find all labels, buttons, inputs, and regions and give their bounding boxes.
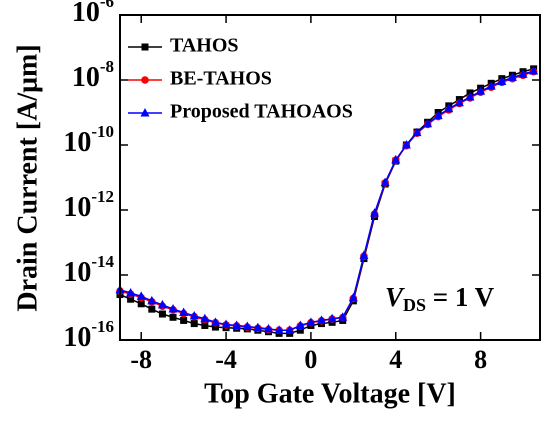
legend-marker bbox=[141, 76, 149, 84]
data-point bbox=[507, 72, 517, 81]
data-point bbox=[327, 313, 337, 323]
data-point bbox=[179, 307, 189, 317]
legend-label: Proposed TAHOAOS bbox=[170, 101, 353, 123]
data-point bbox=[158, 310, 166, 318]
legend-marker bbox=[140, 108, 150, 117]
y-tick-label: 10-6 bbox=[72, 0, 114, 28]
data-point bbox=[253, 322, 263, 332]
data-point bbox=[137, 300, 145, 308]
data-point bbox=[136, 291, 146, 300]
data-point bbox=[401, 140, 411, 149]
data-point bbox=[412, 127, 422, 137]
x-tick-label: 0 bbox=[304, 345, 317, 374]
data-point bbox=[242, 321, 252, 331]
series-line bbox=[119, 70, 534, 331]
x-tick-label: 4 bbox=[389, 345, 402, 374]
data-point bbox=[190, 320, 198, 328]
y-axis-label: Drain Current [A/μm] bbox=[12, 44, 43, 311]
y-tick-label: 10-10 bbox=[63, 122, 114, 159]
y-tick-label: 10-14 bbox=[63, 252, 114, 289]
y-tick-label: 10-8 bbox=[72, 57, 114, 94]
data-point bbox=[454, 97, 464, 107]
data-point bbox=[370, 208, 380, 217]
y-tick-label: 10-12 bbox=[63, 187, 114, 224]
data-point bbox=[126, 287, 136, 297]
data-point bbox=[380, 177, 390, 187]
legend-label: TAHOS bbox=[170, 35, 239, 57]
data-point bbox=[169, 313, 177, 321]
data-point bbox=[476, 86, 486, 95]
annotation: VDS = 1 V bbox=[385, 282, 495, 315]
data-point bbox=[433, 110, 443, 120]
data-point bbox=[221, 319, 231, 328]
data-point bbox=[147, 295, 157, 305]
data-point bbox=[348, 292, 358, 302]
data-point bbox=[168, 303, 178, 313]
data-point bbox=[232, 320, 242, 329]
x-tick-label: -4 bbox=[215, 345, 237, 374]
data-point bbox=[529, 65, 539, 75]
data-point bbox=[211, 323, 219, 331]
data-point bbox=[127, 295, 135, 303]
data-point bbox=[497, 76, 507, 85]
y-tick-label: 10-16 bbox=[63, 317, 114, 354]
x-tick-label: -8 bbox=[130, 345, 152, 374]
data-point bbox=[200, 313, 210, 323]
data-point bbox=[285, 325, 295, 334]
data-point bbox=[274, 325, 284, 334]
data-point bbox=[317, 315, 327, 324]
legend-marker bbox=[141, 43, 149, 51]
legend-label: BE-TAHOS bbox=[170, 68, 272, 90]
x-axis-label: Top Gate Voltage [V] bbox=[204, 378, 456, 409]
data-point bbox=[148, 305, 156, 313]
data-point bbox=[465, 91, 475, 101]
data-point bbox=[296, 326, 304, 334]
data-point bbox=[444, 103, 454, 113]
data-point bbox=[210, 317, 220, 326]
data-point bbox=[391, 154, 401, 164]
data-point bbox=[518, 69, 528, 78]
x-tick-label: 8 bbox=[474, 345, 487, 374]
data-point bbox=[306, 317, 316, 326]
plot-frame bbox=[119, 14, 541, 341]
data-point bbox=[359, 250, 369, 259]
data-point bbox=[189, 310, 199, 320]
data-point bbox=[338, 312, 348, 321]
data-point bbox=[157, 299, 167, 309]
data-point bbox=[486, 81, 496, 90]
series-line bbox=[119, 68, 534, 335]
data-point bbox=[201, 321, 209, 329]
data-point bbox=[295, 320, 305, 329]
data-point bbox=[180, 316, 188, 324]
data-point bbox=[263, 323, 273, 333]
data-point bbox=[423, 118, 433, 128]
